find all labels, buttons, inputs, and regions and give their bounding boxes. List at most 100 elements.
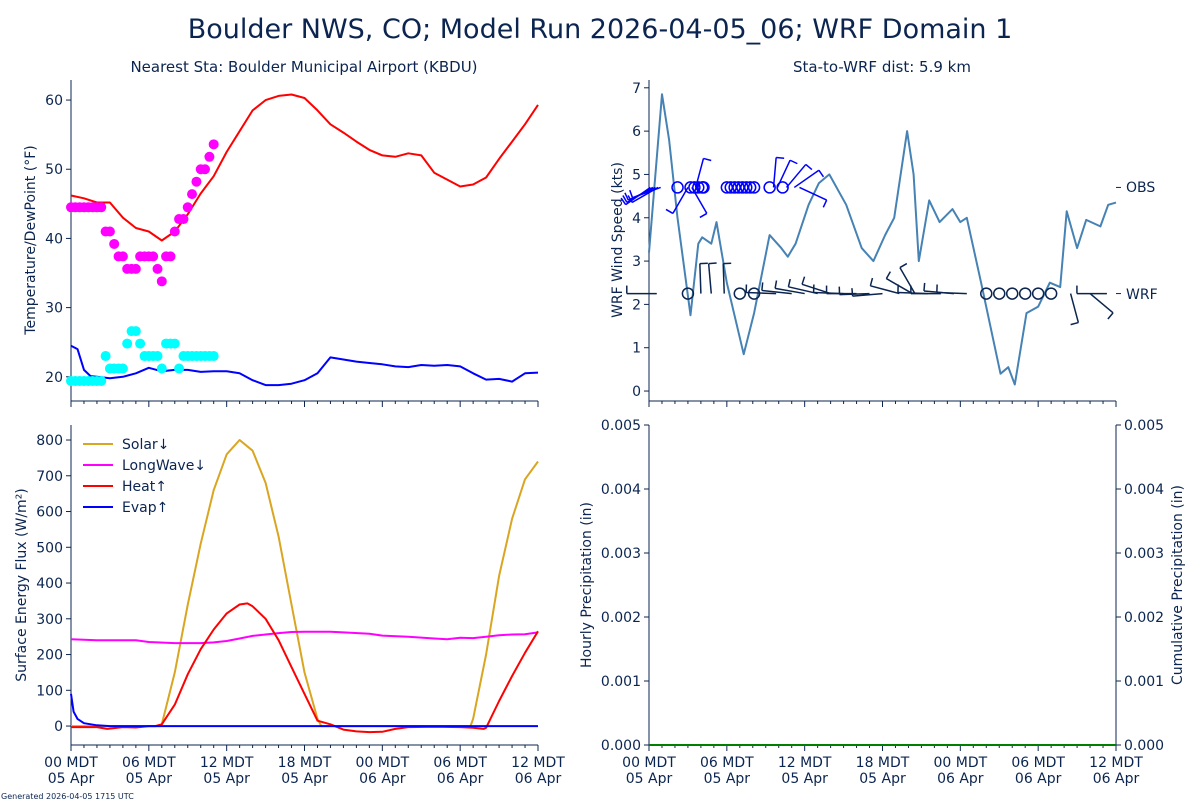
- x-tick-label-time: 00 MDT: [355, 755, 409, 771]
- barb-staff: [936, 291, 967, 295]
- y-tick-label: 3: [632, 254, 641, 270]
- obs-temperature-point: [191, 176, 202, 187]
- solar-line: [71, 439, 539, 728]
- barb-staff: [839, 292, 870, 296]
- x-tick-label-time: 12 MDT: [1089, 755, 1143, 771]
- wrf-wind-barb: [745, 284, 777, 295]
- wrf-wind-barb: [722, 262, 732, 294]
- obs-temperature-point: [165, 251, 176, 262]
- x-tick-label-time: 00 MDT: [44, 755, 98, 771]
- barb-flag: [1107, 312, 1114, 320]
- x-tick-label-time: 06 MDT: [433, 755, 487, 771]
- y-tick-label: 0.005: [601, 418, 641, 434]
- obs-dewpoint-point: [100, 351, 111, 362]
- obs-calm-circle: [743, 181, 757, 194]
- barb-flag: [805, 163, 813, 171]
- wrf-wind-barb: [774, 280, 805, 295]
- wrf-temperature-line: [70, 93, 539, 242]
- obs-temperature-point: [156, 276, 167, 287]
- precip-y-axis-label: Hourly Precipitation (in): [579, 502, 595, 668]
- y-tick-label: 800: [36, 433, 63, 449]
- x-tick-label: 06 MDT 06 Apr: [433, 755, 487, 787]
- barb-staff: [694, 158, 705, 188]
- wrf-calm-circle: [993, 287, 1006, 300]
- wind-panel-title: Sta-to-WRF dist: 5.9 km: [793, 58, 971, 76]
- legend-label-heat: Heat↑: [122, 479, 167, 495]
- barb-flag: [923, 282, 926, 292]
- obs-temperature-point: [204, 151, 215, 162]
- y-tick-label: 0.003: [601, 546, 641, 562]
- barb-flag: [708, 262, 717, 265]
- obs-wind-barb: [785, 163, 813, 188]
- obs-wind-barb: [694, 157, 712, 188]
- x-tick-label: 06 MDT 05 Apr: [700, 755, 754, 787]
- y-tick-label: 0.001: [601, 674, 641, 690]
- barb-staff: [788, 286, 818, 295]
- barb-flag: [822, 199, 828, 208]
- barb-flag: [776, 156, 785, 159]
- x-tick-label: 12 MDT 06 Apr: [1089, 755, 1143, 787]
- wrf-wind-speed-line: [648, 93, 1117, 386]
- y-tick-label: 6: [632, 124, 641, 140]
- obs-temperature-point: [200, 164, 211, 175]
- wrf-calm-circle: [980, 287, 993, 300]
- barb-staff: [699, 263, 702, 294]
- x-tick-label-date: 05 Apr: [859, 771, 906, 787]
- wind-plot: 0 1 2 3 4 5 6 7: [620, 80, 1121, 407]
- barb-staff: [899, 267, 916, 294]
- longwave-line: [70, 630, 539, 645]
- y-tick-label: 7: [632, 81, 641, 97]
- barb-flag: [699, 212, 708, 219]
- wrf-wind-barb: [838, 286, 870, 296]
- wrf-wind-barb: [761, 282, 792, 295]
- barb-staff: [799, 186, 827, 201]
- barb-staff: [885, 277, 913, 295]
- obs-calm-circle: [671, 181, 684, 194]
- obs-calm-circle: [692, 181, 705, 194]
- barb-flag: [787, 278, 791, 287]
- barb-flag: [789, 159, 798, 165]
- legend-label-longwave: LongWave↓: [122, 458, 206, 474]
- barb-flag: [620, 197, 627, 206]
- precip-right-y-axis-label: Cumulative Precipitation (in): [1170, 485, 1186, 685]
- temp-plot: 20 30 40 50 60: [45, 80, 539, 407]
- x-tick-label-time: 12 MDT: [778, 755, 832, 771]
- x-tick-label: 18 MDT 05 Apr: [856, 755, 910, 787]
- right-y-tick-label: 0.005: [1124, 418, 1164, 434]
- barb-staff: [746, 291, 777, 295]
- obs-dewpoint-point: [135, 338, 146, 349]
- obs-wind-barb: [665, 187, 689, 215]
- x-tick-label-date: 06 Apr: [437, 771, 484, 787]
- barb-flag: [629, 189, 634, 198]
- wrf-wind-barb: [1069, 293, 1080, 326]
- y-tick-label: 0.000: [601, 738, 641, 754]
- y-tick-label: 200: [36, 648, 63, 664]
- right-y-tick-label: 0.004: [1124, 482, 1164, 498]
- x-tick-label-time: 00 MDT: [622, 755, 676, 771]
- obs-temperature-point: [109, 238, 120, 249]
- wind-y-axis-label: WRF Wind Speed (kts): [610, 162, 626, 318]
- barb-flag: [1070, 321, 1079, 326]
- barb-flag: [761, 282, 764, 291]
- temp-panel-title: Nearest Sta: Boulder Municipal Airport (…: [130, 58, 477, 76]
- y-tick-label: 50: [45, 162, 63, 178]
- y-tick-label: 30: [45, 301, 63, 317]
- legend-label-solar: Solar↓: [122, 437, 169, 453]
- barb-flag: [624, 192, 629, 201]
- flux-legend: Solar↓ LongWave↓ Heat↑ Evap↑: [83, 437, 206, 516]
- wrf-wind-barb: [1076, 285, 1107, 295]
- wrf-wind-barb: [626, 285, 657, 295]
- y-tick-label: 500: [36, 540, 63, 556]
- wrf-row-label: WRF: [1126, 287, 1158, 303]
- obs-dewpoint-point: [169, 338, 180, 349]
- x-tick-label-date: 06 Apr: [359, 771, 406, 787]
- barb-staff: [870, 285, 900, 295]
- barb-staff: [772, 157, 777, 188]
- barb-staff: [1089, 292, 1114, 314]
- obs-temperature-point: [178, 214, 189, 225]
- y-tick-label: 20: [45, 370, 63, 386]
- obs-wind-barb: [691, 187, 708, 219]
- barb-staff: [852, 292, 883, 297]
- obs-calm-circle: [740, 181, 753, 194]
